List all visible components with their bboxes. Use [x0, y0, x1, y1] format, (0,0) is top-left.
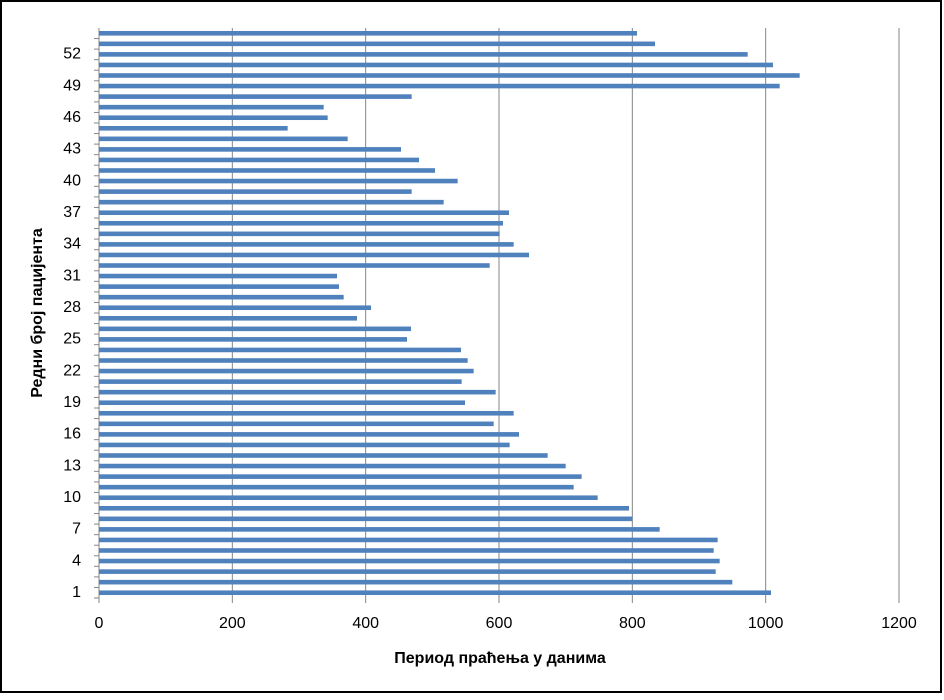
bar — [99, 358, 468, 363]
bar — [99, 368, 474, 374]
bar — [99, 178, 458, 184]
bar — [99, 484, 574, 490]
y-tick-label: 16 — [63, 426, 81, 443]
y-tick-label: 22 — [63, 362, 81, 379]
bar — [99, 527, 660, 532]
bar — [99, 147, 401, 152]
bar — [99, 189, 412, 194]
y-tick-label: 49 — [63, 77, 81, 94]
y-axis-title: Редни број пацијента — [29, 228, 46, 398]
bar — [99, 558, 720, 564]
bar — [99, 30, 637, 36]
bar — [99, 516, 633, 522]
bar — [99, 231, 500, 237]
y-tick-label: 10 — [63, 489, 81, 506]
bar — [99, 569, 716, 574]
y-tick-label: 1 — [72, 584, 81, 601]
bar — [99, 104, 324, 110]
bar — [99, 305, 371, 311]
x-tick-label: 1000 — [748, 615, 784, 632]
x-tick-label: 1200 — [881, 615, 917, 632]
y-tick-label: 37 — [63, 204, 81, 221]
bar — [99, 73, 800, 78]
bar — [99, 337, 407, 342]
bar — [99, 400, 465, 406]
y-tick-label: 13 — [63, 457, 81, 474]
x-tick-label: 400 — [352, 615, 379, 632]
bar — [99, 379, 462, 384]
bar — [99, 442, 510, 448]
bar — [99, 115, 328, 121]
bar — [99, 263, 490, 268]
bar — [99, 220, 503, 226]
bar — [99, 590, 771, 596]
y-tick-label: 19 — [63, 394, 81, 411]
bar — [99, 199, 444, 205]
bar — [99, 315, 357, 321]
x-tick-label: 0 — [95, 615, 104, 632]
bar — [99, 347, 461, 353]
bar — [99, 284, 339, 289]
y-tick-label: 4 — [72, 552, 81, 569]
bar — [99, 273, 337, 279]
y-tick-label: 43 — [63, 141, 81, 158]
bar — [99, 495, 598, 501]
bar — [99, 537, 718, 543]
bar — [99, 326, 411, 332]
bar — [99, 52, 748, 57]
bar — [99, 389, 496, 395]
bar — [99, 421, 494, 427]
y-tick-label: 31 — [63, 267, 81, 284]
bar — [99, 136, 348, 142]
bar — [99, 210, 509, 216]
y-tick-label: 25 — [63, 331, 81, 348]
bar — [99, 505, 629, 511]
bar — [99, 157, 419, 163]
bar — [99, 432, 519, 437]
y-tick-label: 34 — [63, 236, 81, 253]
x-tick-label: 200 — [219, 615, 246, 632]
bar — [99, 463, 566, 469]
bar — [99, 410, 514, 416]
y-tick-label: 7 — [72, 521, 81, 538]
bar — [99, 474, 582, 479]
x-axis-title: Период праћења у данима — [394, 650, 606, 667]
bar — [99, 83, 780, 89]
bar — [99, 252, 529, 258]
y-tick-label: 46 — [63, 109, 81, 126]
bar — [99, 294, 344, 300]
y-tick-label: 40 — [63, 172, 81, 189]
y-tick-label: 52 — [63, 46, 81, 63]
bar — [99, 453, 548, 458]
x-tick-label: 800 — [619, 615, 646, 632]
y-tick-label: 28 — [63, 299, 81, 316]
bar — [99, 548, 714, 553]
bar — [99, 94, 412, 99]
bar — [99, 125, 288, 131]
bar — [99, 41, 655, 47]
bar — [99, 168, 435, 173]
x-tick-label: 600 — [486, 615, 513, 632]
bar — [99, 579, 733, 585]
bar — [99, 242, 514, 247]
bar — [99, 62, 773, 68]
